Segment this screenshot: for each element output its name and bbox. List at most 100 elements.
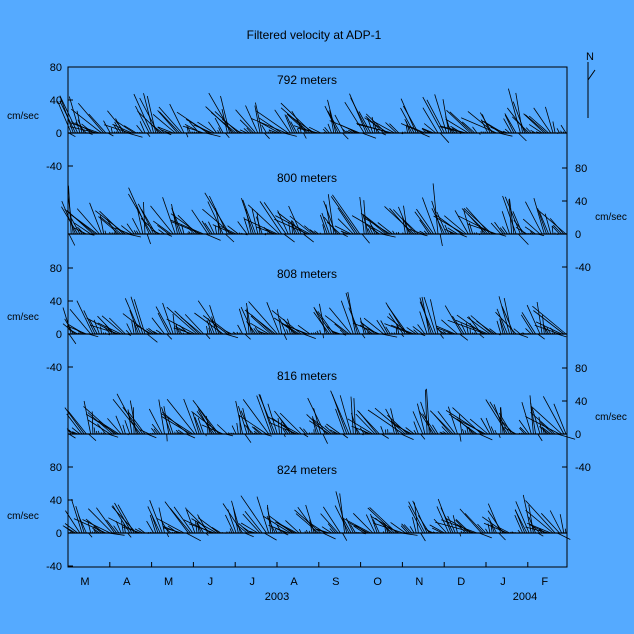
velocity-stick	[501, 211, 510, 235]
velocity-stick	[104, 230, 107, 235]
velocity-stick	[319, 214, 328, 235]
velocity-stick	[459, 132, 462, 135]
velocity-stick	[447, 227, 458, 235]
velocity-stick	[342, 333, 347, 336]
velocity-stick	[100, 326, 102, 335]
velocity-stick	[143, 201, 146, 235]
velocity-stick	[122, 424, 126, 435]
velocity-stick	[439, 431, 445, 435]
velocity-stick	[303, 132, 307, 139]
velocity-stick	[331, 330, 341, 335]
velocity-stick	[308, 432, 311, 435]
velocity-stick	[315, 528, 328, 534]
velocity-stick	[444, 215, 467, 235]
velocity-stick	[137, 203, 154, 235]
velocity-stick	[177, 429, 185, 435]
velocity-stick	[345, 130, 352, 134]
velocity-stick	[151, 229, 161, 235]
velocity-stick	[536, 301, 543, 335]
velocity-stick	[345, 292, 359, 335]
velocity-stick	[549, 510, 563, 534]
velocity-stick	[532, 305, 567, 335]
velocity-stick	[61, 200, 76, 235]
velocity-stick	[264, 233, 267, 236]
velocity-stick	[374, 407, 406, 435]
velocity-stick	[201, 220, 211, 235]
velocity-stick	[185, 507, 196, 534]
velocity-stick	[68, 132, 76, 138]
velocity-stick	[525, 114, 547, 134]
velocity-stick	[530, 129, 536, 134]
velocity-stick	[458, 414, 463, 435]
velocity-stick	[250, 315, 272, 335]
velocity-stick	[139, 429, 150, 435]
velocity-stick	[128, 187, 150, 235]
velocity-stick	[537, 333, 545, 340]
velocity-stick	[423, 123, 437, 134]
velocity-stick	[329, 120, 360, 134]
velocity-stick	[431, 208, 445, 235]
velocity-stick	[439, 233, 443, 246]
north-arrow-icon: N	[586, 51, 596, 118]
velocity-stick	[263, 202, 287, 235]
velocity-stick	[390, 522, 406, 534]
velocity-stick	[381, 233, 396, 238]
velocity-stick	[297, 127, 319, 134]
velocity-stick	[76, 300, 94, 335]
velocity-stick	[87, 520, 92, 534]
velocity-stick	[68, 96, 81, 134]
velocity-stick	[107, 433, 119, 438]
velocity-stick	[332, 331, 339, 335]
velocity-stick	[195, 131, 198, 134]
velocity-stick	[236, 331, 239, 335]
velocity-stick	[283, 433, 286, 438]
velocity-stick	[297, 324, 311, 335]
velocity-stick	[212, 224, 235, 235]
velocity-stick	[373, 522, 404, 534]
velocity-stick	[459, 233, 467, 238]
velocity-stick	[126, 223, 135, 235]
velocity-stick	[537, 433, 543, 442]
velocity-stick	[319, 329, 322, 335]
velocity-stick	[524, 226, 536, 235]
velocity-stick	[243, 128, 250, 134]
velocity-stick	[211, 527, 222, 534]
velocity-stick	[447, 332, 450, 335]
velocity-stick	[242, 399, 270, 435]
velocity-stick	[460, 530, 463, 534]
velocity-stick	[487, 517, 497, 534]
velocity-stick	[420, 532, 426, 542]
y-tick-label: 0	[56, 128, 62, 140]
velocity-stick	[161, 416, 191, 435]
velocity-stick	[185, 132, 189, 138]
velocity-stick	[283, 532, 289, 536]
velocity-stick	[535, 131, 541, 134]
velocity-stick	[443, 331, 447, 335]
y-tick-label: -40	[46, 362, 62, 374]
velocity-stick	[322, 433, 328, 444]
velocity-stick	[334, 225, 352, 235]
velocity-stick	[551, 332, 554, 335]
velocity-stick	[124, 298, 141, 335]
velocity-stick	[400, 123, 423, 134]
velocity-stick	[229, 528, 233, 534]
velocity-stick	[408, 501, 426, 534]
velocity-stick	[553, 403, 567, 435]
velocity-stick	[241, 232, 243, 235]
velocity-stick	[518, 333, 529, 338]
velocity-stick	[89, 319, 98, 335]
velocity-stick	[71, 427, 81, 435]
velocity-stick	[361, 433, 364, 436]
velocity-stick	[255, 102, 263, 134]
velocity-stick	[347, 418, 374, 435]
velocity-stick	[123, 125, 137, 134]
velocity-stick	[108, 532, 125, 536]
velocity-stick	[528, 505, 534, 534]
velocity-stick	[225, 233, 235, 243]
velocity-stick	[103, 120, 111, 134]
month-label: O	[373, 576, 382, 588]
velocity-stick	[533, 310, 565, 335]
velocity-stick	[447, 319, 486, 335]
velocity-stick	[73, 227, 87, 235]
velocity-stick	[366, 331, 371, 335]
